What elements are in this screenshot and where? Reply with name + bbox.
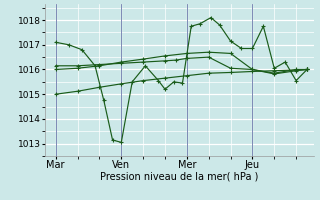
X-axis label: Pression niveau de la mer( hPa ): Pression niveau de la mer( hPa ) xyxy=(100,172,258,182)
